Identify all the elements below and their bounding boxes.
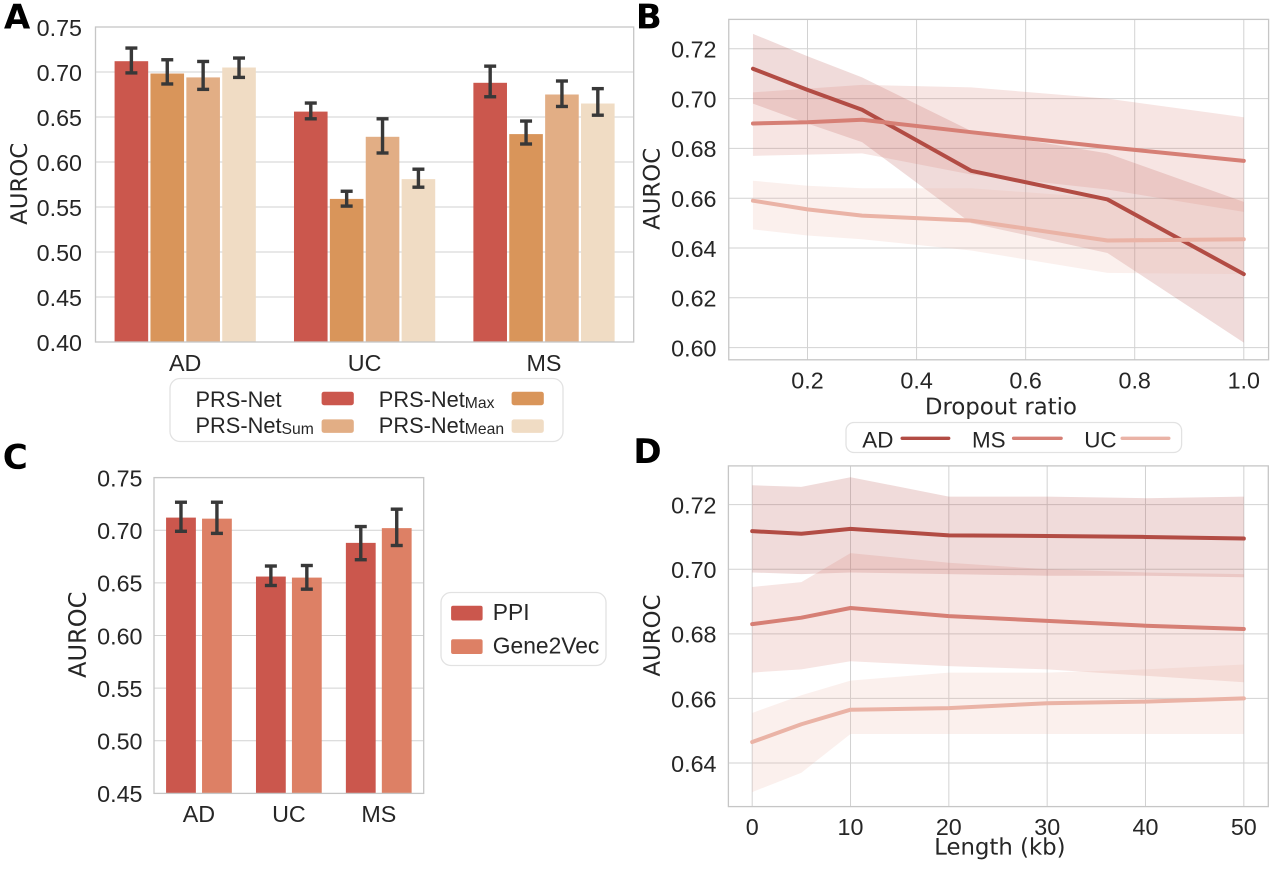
svg-text:0.65: 0.65 bbox=[97, 571, 142, 597]
svg-text:10: 10 bbox=[838, 814, 864, 840]
svg-text:0.75: 0.75 bbox=[97, 465, 142, 491]
svg-text:PPI: PPI bbox=[493, 599, 530, 625]
svg-text:0.75: 0.75 bbox=[37, 15, 82, 41]
svg-text:0.66: 0.66 bbox=[671, 186, 716, 212]
svg-text:AD: AD bbox=[862, 427, 893, 452]
svg-text:0.64: 0.64 bbox=[671, 236, 716, 262]
svg-text:0.45: 0.45 bbox=[37, 285, 82, 311]
svg-text:0.66: 0.66 bbox=[671, 686, 716, 712]
svg-text:PRS-Net: PRS-Net bbox=[196, 387, 282, 412]
svg-text:0.8: 0.8 bbox=[1119, 368, 1151, 394]
svg-text:PRS-NetSum: PRS-NetSum bbox=[196, 413, 314, 438]
svg-text:0.62: 0.62 bbox=[671, 286, 716, 312]
svg-text:0.60: 0.60 bbox=[671, 335, 716, 361]
svg-text:MS: MS bbox=[361, 801, 396, 827]
svg-text:UC: UC bbox=[348, 350, 382, 376]
svg-text:0.68: 0.68 bbox=[671, 136, 716, 162]
svg-text:0.40: 0.40 bbox=[37, 330, 82, 356]
svg-text:0.68: 0.68 bbox=[671, 622, 716, 648]
svg-text:0.4: 0.4 bbox=[900, 368, 932, 394]
svg-text:0.6: 0.6 bbox=[1009, 368, 1041, 394]
svg-text:40: 40 bbox=[1133, 814, 1159, 840]
svg-text:0.64: 0.64 bbox=[671, 751, 716, 777]
svg-text:0.70: 0.70 bbox=[671, 557, 716, 583]
svg-text:MS: MS bbox=[972, 427, 1006, 452]
svg-text:0.45: 0.45 bbox=[97, 781, 142, 807]
svg-text:0.50: 0.50 bbox=[97, 729, 142, 755]
svg-text:0.72: 0.72 bbox=[671, 37, 716, 63]
svg-text:0.72: 0.72 bbox=[671, 493, 716, 519]
svg-text:30: 30 bbox=[1034, 814, 1060, 840]
svg-text:0.55: 0.55 bbox=[37, 195, 82, 221]
svg-text:AD: AD bbox=[183, 801, 215, 827]
svg-text:Gene2Vec: Gene2Vec bbox=[493, 633, 599, 659]
svg-text:PRS-NetMean: PRS-NetMean bbox=[379, 413, 504, 438]
svg-text:UC: UC bbox=[1084, 427, 1116, 452]
svg-text:50: 50 bbox=[1231, 814, 1257, 840]
svg-text:0.70: 0.70 bbox=[97, 518, 142, 544]
svg-text:0.60: 0.60 bbox=[97, 623, 142, 649]
svg-text:AD: AD bbox=[169, 350, 201, 376]
svg-text:0.2: 0.2 bbox=[791, 368, 823, 394]
svg-text:MS: MS bbox=[527, 350, 562, 376]
svg-text:1.0: 1.0 bbox=[1228, 368, 1260, 394]
svg-text:20: 20 bbox=[936, 814, 962, 840]
svg-text:0.70: 0.70 bbox=[37, 60, 82, 86]
svg-text:0.55: 0.55 bbox=[97, 676, 142, 702]
svg-text:0.50: 0.50 bbox=[37, 240, 82, 266]
svg-text:0.60: 0.60 bbox=[37, 150, 82, 176]
svg-text:UC: UC bbox=[272, 801, 306, 827]
svg-text:0: 0 bbox=[746, 814, 759, 840]
svg-text:0.70: 0.70 bbox=[671, 86, 716, 112]
svg-text:0.65: 0.65 bbox=[37, 105, 82, 131]
